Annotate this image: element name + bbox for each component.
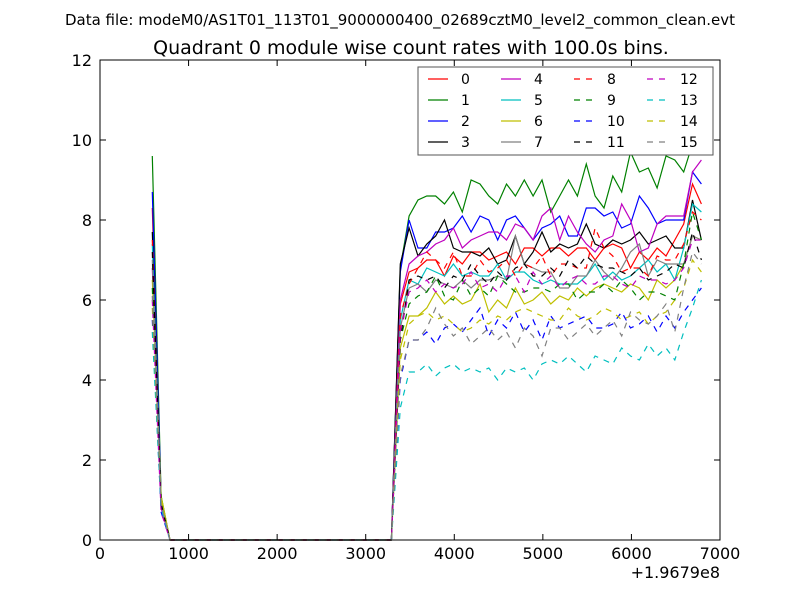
- legend-label: 14: [680, 114, 698, 130]
- x-tick-label: 0: [95, 544, 105, 563]
- legend-label: 3: [461, 135, 470, 151]
- y-tick-label: 8: [82, 211, 92, 230]
- series-line-1: [151, 127, 702, 541]
- legend-label: 1: [461, 93, 470, 109]
- legend-label: 13: [680, 93, 698, 109]
- series-line-11: [151, 229, 702, 541]
- series-line-6: [151, 235, 702, 541]
- series-line-15: [151, 250, 702, 541]
- legend-label: 9: [607, 93, 616, 109]
- legend-label: 0: [461, 72, 470, 88]
- legend-label: 7: [534, 135, 543, 151]
- series-line-4: [151, 159, 702, 541]
- legend-label: 10: [607, 114, 625, 130]
- legend-label: 11: [607, 135, 625, 151]
- legend-label: 4: [534, 72, 543, 88]
- x-tick-label: 4000: [434, 544, 475, 563]
- x-tick-label: 6000: [611, 544, 652, 563]
- y-tick-label: 0: [82, 531, 92, 550]
- series-line-14: [151, 258, 702, 541]
- series-line-0: [151, 182, 702, 541]
- series-line-5: [151, 202, 702, 541]
- legend-label: 15: [680, 135, 698, 151]
- series-line-3: [151, 199, 702, 541]
- legend-box: [417, 66, 714, 156]
- y-tick-label: 4: [82, 371, 92, 390]
- x-tick-label: 2000: [257, 544, 298, 563]
- y-tick-label: 6: [82, 291, 92, 310]
- series-line-13: [151, 279, 702, 541]
- x-tick-label: 5000: [522, 544, 563, 563]
- x-tick-label: 7000: [700, 544, 741, 563]
- x-offset-label: +1.9679e8: [631, 563, 720, 582]
- y-tick-label: 2: [82, 451, 92, 470]
- series-line-8: [151, 210, 702, 541]
- series-line-10: [151, 287, 702, 541]
- y-tick-label: 12: [72, 51, 92, 70]
- series-line-12: [151, 239, 702, 541]
- chart-title: Quadrant 0 module wise count rates with …: [153, 37, 669, 59]
- x-tick-label: 1000: [168, 544, 209, 563]
- y-tick-label: 10: [72, 131, 92, 150]
- series-line-7: [151, 233, 702, 541]
- legend-label: 8: [607, 72, 616, 88]
- plot-lines: [151, 127, 702, 541]
- suptitle: Data file: modeM0/AS1T01_113T01_90000004…: [65, 11, 735, 30]
- legend-label: 6: [534, 114, 543, 130]
- x-tick-label: 3000: [345, 544, 386, 563]
- legend-label: 5: [534, 93, 543, 109]
- legend-label: 12: [680, 72, 698, 88]
- legend-label: 2: [461, 114, 470, 130]
